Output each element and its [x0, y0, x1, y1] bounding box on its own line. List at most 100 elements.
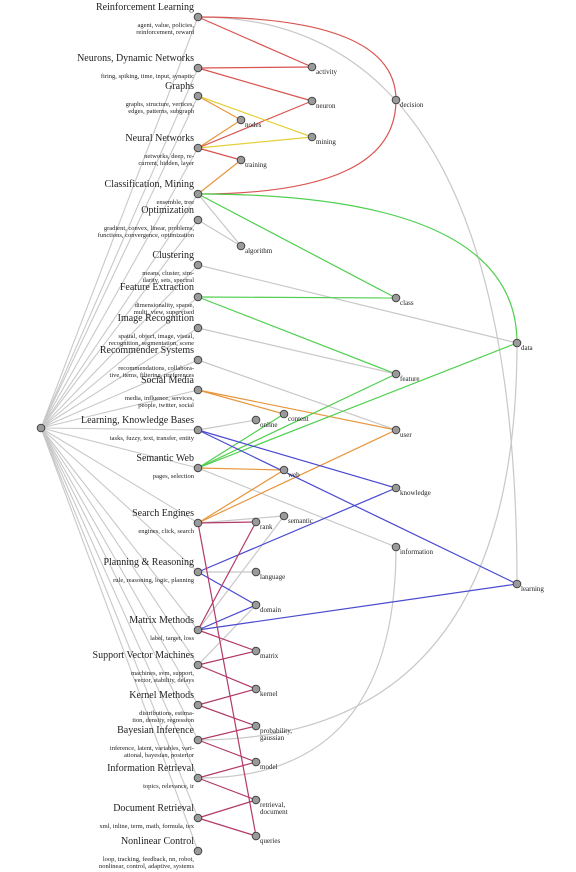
topic-keywords: means, cluster, sim-	[142, 270, 194, 277]
topic-title: Recommender Systems	[100, 345, 194, 356]
node	[193, 323, 203, 333]
edge	[197, 515, 285, 631]
topic-keywords: networks, deep, re-	[144, 153, 194, 160]
edge	[197, 583, 518, 631]
topic-keywords: tasks, fuzzy, text, transfer, entity	[110, 435, 195, 442]
node	[193, 518, 203, 528]
term-label: training	[245, 161, 267, 169]
root-edge	[40, 427, 199, 852]
edge	[197, 342, 518, 469]
node	[279, 465, 289, 475]
node	[279, 511, 289, 521]
node	[251, 684, 261, 694]
topic-title: Neural Networks	[125, 133, 194, 144]
edge	[197, 650, 257, 666]
topic-keywords: loop, tracking, feedback, nn, robot,	[103, 856, 195, 863]
root-edge	[40, 327, 199, 429]
node	[193, 660, 203, 670]
node	[279, 409, 289, 419]
edge	[197, 467, 285, 471]
edge	[197, 66, 313, 69]
edge	[197, 467, 397, 548]
node	[391, 542, 401, 552]
root-edge	[40, 427, 199, 431]
root-edge	[40, 427, 199, 631]
topic-keywords: dimensionality, sparse,	[135, 302, 195, 309]
edge	[197, 193, 242, 247]
topic-title: Bayesian Inference	[117, 725, 194, 736]
root-edge	[40, 389, 199, 429]
topic-title: Reinforcement Learning	[96, 2, 194, 13]
edge	[197, 688, 257, 706]
edge	[197, 739, 257, 763]
node	[193, 355, 203, 365]
topic-keywords: reinforcement, reward	[136, 29, 194, 36]
node	[193, 260, 203, 270]
topic-title: Information Retrieval	[107, 763, 194, 774]
term-label: retrieval,	[260, 801, 285, 809]
topic-title: Kernel Methods	[129, 690, 194, 701]
root-edge	[40, 67, 199, 429]
root-edge	[40, 193, 199, 429]
term-label: domain	[260, 606, 281, 614]
edge	[197, 100, 313, 149]
node	[193, 91, 203, 101]
node	[251, 567, 261, 577]
root-edge	[40, 147, 199, 429]
term-label: nodes	[245, 121, 262, 129]
node	[193, 143, 203, 153]
edge	[197, 373, 397, 469]
node	[193, 63, 203, 73]
edge	[197, 95, 313, 138]
topic-keywords: vector, stability, delays	[134, 677, 194, 684]
node	[251, 415, 261, 425]
node	[391, 95, 401, 105]
node	[391, 483, 401, 493]
edge	[197, 725, 257, 741]
topic-keywords: tive, items, filtering, preferences	[110, 372, 195, 379]
topic-keywords: ensemble, tree	[156, 199, 194, 206]
topic-keywords: xml, inline, term, math, formula, tex	[99, 823, 194, 830]
root-edge	[40, 359, 199, 429]
topic-keywords: gradient, convex, linear, problems,	[104, 225, 195, 232]
topic-title: Neurons, Dynamic Networks	[77, 53, 194, 64]
term-label: gaussian	[260, 734, 285, 742]
node	[236, 241, 246, 251]
term-label: language	[260, 573, 285, 581]
topic-title: Support Vector Machines	[93, 650, 195, 661]
topic-title: Nonlinear Control	[121, 836, 194, 847]
topic-title: Image Recognition	[118, 313, 194, 324]
topic-keywords: current, hidden, layer	[138, 160, 194, 167]
topic-title: Clustering	[152, 250, 194, 261]
topic-keywords: agent, value, policies,	[138, 22, 195, 29]
topic-keywords: firing, spiking, time, input, synaptic	[101, 73, 194, 80]
node	[193, 846, 203, 856]
edge	[197, 147, 242, 161]
edge	[197, 95, 242, 121]
edge	[197, 193, 397, 299]
node	[193, 735, 203, 745]
root-edge	[40, 427, 199, 741]
root-edge	[40, 219, 199, 429]
term-label: mining	[316, 138, 336, 146]
term-label: semantic	[288, 517, 313, 525]
topic-keywords: ilarity, sets, spectral	[142, 277, 194, 284]
node	[391, 293, 401, 303]
topic-keywords: inference, latent, variables, vari-	[110, 745, 194, 752]
node	[251, 517, 261, 527]
node	[193, 463, 203, 473]
root-edge	[40, 95, 199, 429]
node	[236, 115, 246, 125]
root-edge	[40, 427, 199, 573]
edge	[197, 469, 285, 524]
edge	[197, 429, 397, 489]
topic-title: Optimization	[141, 205, 194, 216]
topic-keywords: tion, density, regression	[132, 717, 194, 724]
term-label: activity	[316, 68, 337, 76]
node	[193, 385, 203, 395]
edge	[197, 359, 397, 431]
term-label: knowledge	[400, 489, 431, 497]
topic-title: Matrix Methods	[129, 615, 194, 626]
topic-keywords: recognition, segmentation, scene	[109, 340, 194, 347]
